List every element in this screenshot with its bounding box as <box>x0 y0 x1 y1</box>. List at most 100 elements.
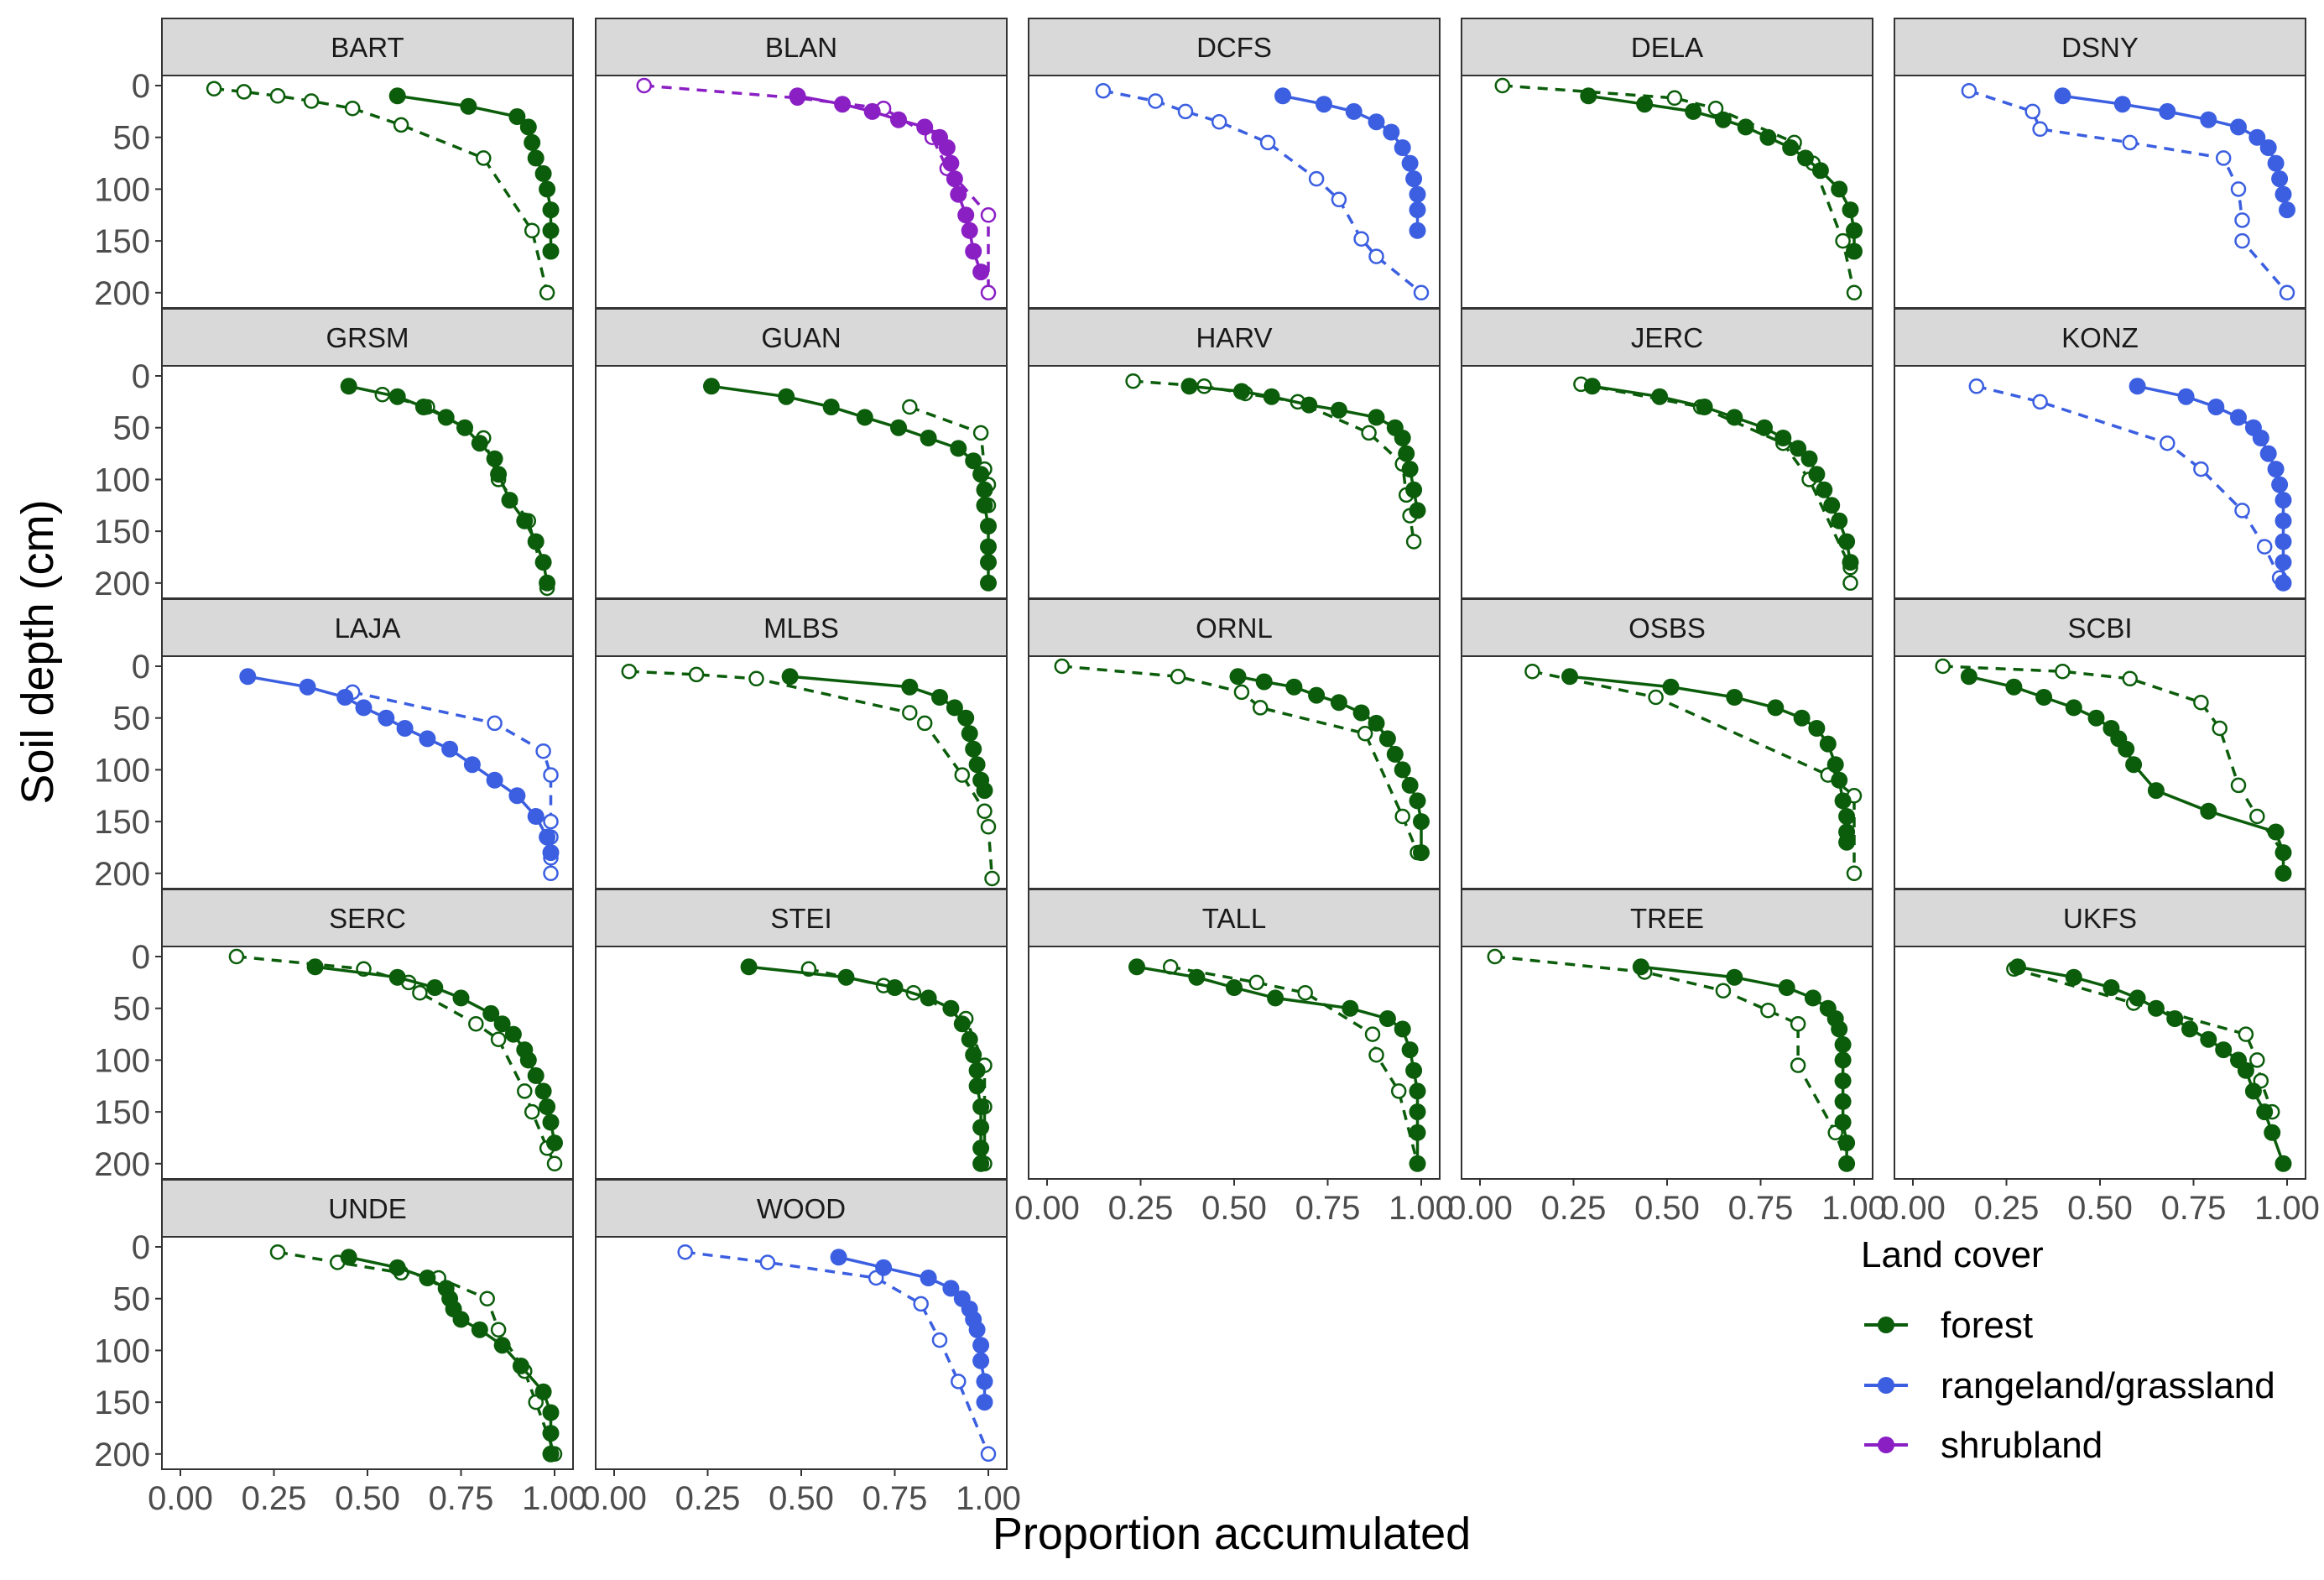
point-solid-ukfs-0 <box>2009 958 2026 976</box>
point-solid-bart-5 <box>527 149 545 167</box>
point-solid-konz-13 <box>2274 574 2292 592</box>
point-dashed-ornl-5 <box>1394 808 1410 825</box>
point-solid-tree-3 <box>1804 989 1821 1007</box>
point-solid-tall-2 <box>1226 979 1243 996</box>
y-tick-label-grsm-0: 0 <box>132 358 150 395</box>
y-tick-label-bart-3: 150 <box>94 223 150 260</box>
x-tick-label-tall-4: 1.00 <box>1389 1190 1454 1227</box>
point-solid-stei-0 <box>740 958 758 976</box>
strip-ukfs <box>1894 889 2306 947</box>
y-tick-label-unde-3: 150 <box>94 1384 150 1421</box>
point-solid-dsny-1 <box>2113 96 2131 113</box>
legend-label-shrubland: shrubland <box>1941 1425 2103 1466</box>
point-solid-tree-9 <box>1834 1072 1852 1090</box>
point-solid-bart-8 <box>542 201 560 219</box>
plot-area-bart <box>161 75 574 309</box>
point-solid-unde-7 <box>471 1321 488 1338</box>
point-dashed-konz-3 <box>2193 461 2209 477</box>
point-dashed-serc-3 <box>412 984 428 1001</box>
panel-unde: UNDE <box>161 1179 574 1470</box>
x-tick-label-tall-0: 0.00 <box>1014 1190 1080 1227</box>
point-solid-blan-12 <box>965 242 982 260</box>
legend-key-point-forest <box>1878 1317 1894 1333</box>
point-solid-laja-8 <box>463 756 481 774</box>
point-solid-bart-7 <box>539 180 556 198</box>
strip-label-bart: BART <box>331 32 404 63</box>
point-dashed-jerc-5 <box>1842 575 1858 592</box>
series-dashed-wood <box>677 1244 997 1463</box>
point-solid-serc-4 <box>482 1004 500 1022</box>
y-tick-label-serc-4: 200 <box>94 1146 150 1183</box>
point-solid-blan-3 <box>890 111 907 128</box>
legend-label-forest: forest <box>1941 1305 2033 1346</box>
point-dashed-mlbs-1 <box>688 666 705 683</box>
point-solid-harv-5 <box>1368 409 1385 426</box>
point-solid-blan-7 <box>942 154 960 172</box>
point-solid-guan-7 <box>965 452 982 470</box>
panel-jerc: JERC <box>1461 308 1873 599</box>
strip-ornl <box>1028 598 1441 657</box>
plot-area-guan <box>595 365 1008 599</box>
point-solid-bart-2 <box>508 108 526 125</box>
point-solid-grsm-9 <box>516 512 534 529</box>
point-solid-tall-10 <box>1409 1103 1426 1121</box>
point-solid-jerc-13 <box>1842 554 1859 571</box>
point-dashed-bart-7 <box>524 222 540 239</box>
point-solid-blan-0 <box>789 87 806 105</box>
strip-blan <box>595 18 1008 76</box>
point-solid-dela-6 <box>1782 139 1800 156</box>
point-solid-jerc-0 <box>1583 378 1601 395</box>
point-dashed-mlbs-5 <box>954 767 971 783</box>
point-dashed-bart-8 <box>539 284 555 301</box>
strip-grsm <box>161 308 574 367</box>
panel-wood: WOOD <box>595 1179 1008 1470</box>
point-dashed-harv-8 <box>1405 534 1422 550</box>
point-solid-harv-9 <box>1401 461 1419 478</box>
point-solid-scbi-12 <box>2274 844 2292 862</box>
point-solid-stei-8 <box>968 1061 986 1079</box>
point-solid-grsm-2 <box>414 399 432 415</box>
point-solid-jerc-5 <box>1774 430 1792 446</box>
point-solid-jerc-7 <box>1800 450 1818 467</box>
point-dashed-scbi-0 <box>1935 658 1951 675</box>
point-solid-harv-10 <box>1405 481 1423 498</box>
point-dashed-dela-0 <box>1494 77 1511 94</box>
y-tick-label-laja-3: 150 <box>94 804 150 841</box>
point-solid-tree-2 <box>1778 979 1795 996</box>
strip-unde <box>161 1179 574 1238</box>
point-dashed-mlbs-8 <box>984 870 1000 887</box>
series-solid-tall <box>1128 958 1426 1172</box>
point-dashed-blan-0 <box>636 77 652 94</box>
series-dashed-mlbs <box>621 663 1000 887</box>
x-tick-label-wood-4: 1.00 <box>956 1480 1021 1517</box>
point-solid-guan-5 <box>920 430 937 446</box>
point-dashed-ukfs-3 <box>2249 1052 2265 1068</box>
point-solid-ornl-11 <box>1409 792 1426 810</box>
y-tick-label-bart-0: 0 <box>132 68 150 105</box>
plot-area-dcfs <box>1028 75 1441 309</box>
point-solid-unde-6 <box>452 1311 470 1328</box>
y-tick-label-laja-0: 0 <box>132 649 150 686</box>
point-solid-guan-6 <box>950 440 967 457</box>
point-solid-serc-11 <box>539 1098 556 1115</box>
point-solid-osbs-9 <box>1834 792 1852 810</box>
point-dashed-dsny-0 <box>1961 82 1977 99</box>
point-solid-stei-6 <box>961 1030 978 1048</box>
point-solid-dcfs-9 <box>1409 201 1426 219</box>
point-solid-ukfs-4 <box>2147 999 2165 1017</box>
x-tick-label-ukfs-4: 1.00 <box>2254 1190 2320 1227</box>
point-solid-stei-4 <box>942 999 960 1017</box>
plot-area-scbi <box>1894 655 2306 889</box>
panels-layer: BART BLAN DCFS DELA DSNY GRSM GUAN HARV JERC KONZ… <box>161 18 2306 1470</box>
panel-serc: SERC <box>161 889 574 1180</box>
point-solid-scbi-1 <box>2005 678 2023 696</box>
point-solid-scbi-13 <box>2274 864 2292 882</box>
point-solid-dcfs-4 <box>1383 123 1400 141</box>
series-solid-laja <box>239 668 560 862</box>
point-solid-wood-10 <box>976 1373 993 1390</box>
point-solid-ornl-2 <box>1285 678 1303 696</box>
point-dashed-scbi-5 <box>2230 777 2247 794</box>
point-dashed-harv-4 <box>1361 425 1377 441</box>
point-dashed-scbi-4 <box>2212 720 2228 737</box>
panel-tall: TALL <box>1028 889 1441 1180</box>
